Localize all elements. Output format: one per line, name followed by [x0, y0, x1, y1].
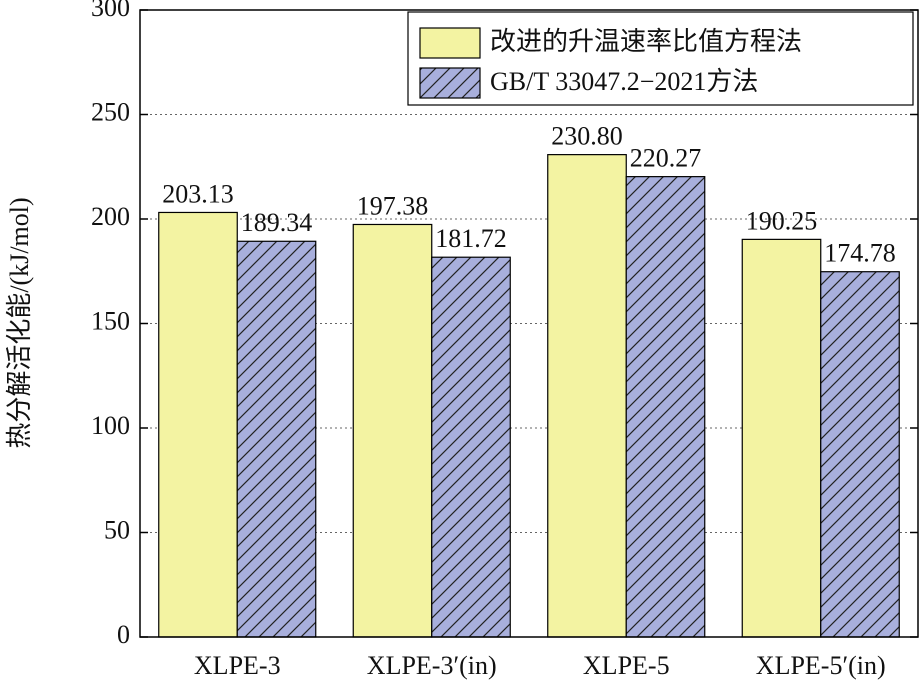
- legend-swatch: [419, 67, 481, 99]
- bar: [431, 256, 511, 638]
- value-label: 189.34: [241, 208, 313, 237]
- legend-label: GB/T 33047.2−2021方法: [490, 67, 758, 96]
- value-label: 181.72: [435, 224, 507, 253]
- bar: [158, 211, 238, 638]
- y-tick-label: 200: [91, 202, 130, 231]
- value-label: 197.38: [357, 191, 429, 220]
- y-tick-label: 50: [104, 515, 130, 544]
- legend-swatch: [419, 27, 481, 59]
- bar: [741, 238, 822, 638]
- y-tick-label: 250: [91, 97, 130, 126]
- y-axis-label: 热分解活化能/(kJ/mol): [5, 197, 34, 448]
- bar: [547, 154, 627, 638]
- bar: [236, 240, 317, 638]
- x-tick-label: XLPE-3: [194, 651, 281, 680]
- x-tick-label: XLPE-5: [583, 651, 670, 680]
- legend-label: 改进的升温速率比值方程法: [490, 27, 802, 56]
- bar: [820, 271, 900, 638]
- plot-frame: [139, 9, 919, 638]
- y-tick-label: 0: [117, 620, 130, 649]
- value-label: 220.27: [630, 144, 702, 173]
- y-tick-label: 150: [91, 306, 130, 335]
- value-label: 174.78: [824, 239, 896, 268]
- value-label: 190.25: [746, 206, 818, 235]
- value-label: 230.80: [551, 122, 623, 151]
- y-tick-label: 300: [91, 0, 130, 22]
- x-tick-label: XLPE-3′(in): [367, 651, 497, 680]
- bar: [352, 223, 433, 638]
- bar: [625, 176, 706, 638]
- y-tick-label: 100: [91, 411, 130, 440]
- x-tick-label: XLPE-5′(in): [756, 651, 886, 680]
- legend-box: [407, 11, 914, 106]
- value-label: 203.13: [162, 179, 234, 208]
